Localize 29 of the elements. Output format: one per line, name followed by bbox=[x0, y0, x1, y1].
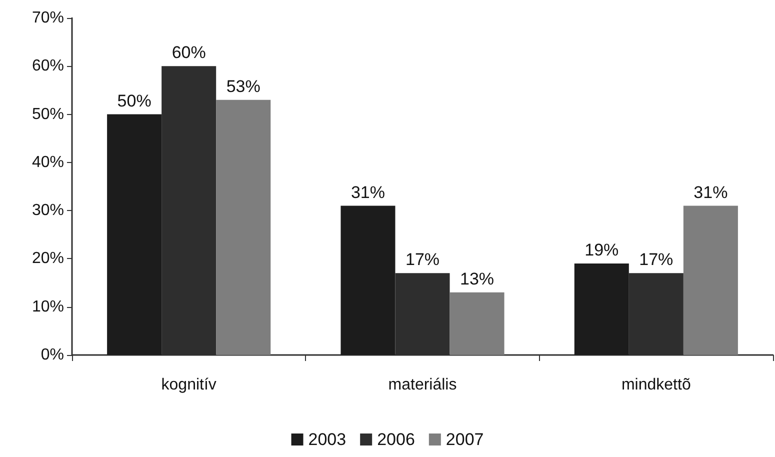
bar bbox=[450, 292, 504, 355]
data-label: 17% bbox=[639, 250, 674, 270]
data-label: 17% bbox=[405, 250, 440, 270]
data-label: 31% bbox=[694, 182, 728, 202]
bar bbox=[340, 206, 396, 355]
bar bbox=[216, 100, 271, 355]
x-tick-label: materiális bbox=[388, 376, 457, 394]
y-tick-label: 30% bbox=[32, 202, 64, 220]
y-tick-label: 50% bbox=[32, 106, 64, 123]
legend-label: 2007 bbox=[446, 430, 484, 449]
bar bbox=[107, 114, 162, 355]
y-tick-label: 70% bbox=[32, 10, 64, 26]
legend-label: 2003 bbox=[308, 430, 346, 449]
bar bbox=[574, 264, 629, 355]
data-label: 50% bbox=[117, 91, 152, 110]
data-label: 53% bbox=[226, 76, 260, 96]
y-tick-label: 40% bbox=[32, 154, 64, 171]
y-tick-label: 10% bbox=[32, 298, 64, 316]
legend-label: 2006 bbox=[377, 430, 415, 449]
x-tick-label: mindkettõ bbox=[621, 376, 691, 394]
bar bbox=[683, 206, 738, 355]
data-label: 19% bbox=[584, 240, 619, 260]
x-tick-label: kognitív bbox=[161, 376, 216, 394]
y-tick-label: 60% bbox=[32, 58, 64, 75]
data-label: 13% bbox=[460, 269, 494, 288]
y-tick-label: 0% bbox=[40, 346, 64, 364]
data-label: 31% bbox=[350, 182, 385, 202]
data-label: 60% bbox=[172, 43, 206, 62]
y-tick-label: 20% bbox=[32, 250, 64, 268]
